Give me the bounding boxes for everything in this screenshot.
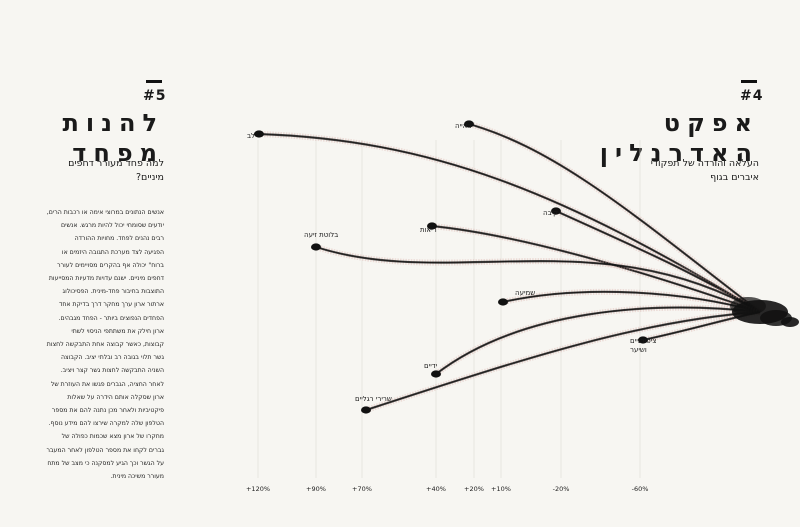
- section5-subtitle: למה פחד מעורר דחפים מיניים?: [4, 157, 164, 185]
- section5-body-line: אנשים הנתונים במרוצי אימה או רכבות הרים,: [46, 209, 164, 216]
- branch-label: בלוטת זיעה: [304, 231, 338, 239]
- section4-subtitle-line2: איברים בגוף: [710, 172, 759, 183]
- branch-label: ציפורניים ושיער: [630, 337, 657, 354]
- section5-body-line: לאחר החציה, הגברים פגשו את העוזרת של: [50, 380, 164, 388]
- section4-title-line2: האדרנלין: [599, 139, 759, 167]
- branch-strand: [464, 120, 762, 315]
- section5-body-line: גשר תלוי בגובה רב ובלתי יציב. הקבוצה: [60, 354, 164, 362]
- section5-body-line: מעורר משיכה מינית.: [110, 473, 164, 481]
- section5-body-line: על הגשר וכך הגיע למסקנה כי מצב של מתח: [47, 459, 164, 467]
- section5-subtitle-line1: למה פחד מעורר דחפים: [68, 158, 164, 169]
- section5-body-line: הפגיעה לצד מערכת התגובה היזמים או: [61, 248, 164, 256]
- section5-body-line: מחקרו של ארון מצא שכמות כפולה של: [61, 433, 164, 441]
- branch-label: שמיעה: [515, 289, 535, 297]
- branch-endpoint: [638, 336, 648, 344]
- branch-strand: [311, 243, 762, 315]
- section5-body-line: ברוח" יכולה אף בהקרים מסויימים לעורר: [57, 261, 164, 269]
- section4-subtitle: העלאה והורדה של תפקודי איברים בגוף: [619, 157, 759, 185]
- axis-tick-label: +120%: [246, 485, 270, 493]
- section5-body-line: הפחדים הנפוצים ביותר - הפחד מגבהים.: [58, 314, 164, 322]
- branch-endpoint: [464, 120, 474, 128]
- section5-body-line: השניה התבקשה לחצות גשר קצר ויציב.: [60, 367, 164, 375]
- branch-endpoint: [551, 207, 561, 215]
- branch-endpoint: [427, 222, 437, 230]
- axis-tick-label: +10%: [491, 485, 511, 493]
- branch-strand: [498, 288, 761, 315]
- section4-title-line1: אפקט: [663, 109, 759, 137]
- section5-body-line: ארון שסקלה אותם הידרה על שאלות: [67, 393, 164, 401]
- section4-title: אפקט האדרנלין: [599, 108, 759, 168]
- section5-rule: [146, 80, 162, 83]
- section5-body-line: ארתור ארון ערך מחקר דרך בדיקת אחד: [58, 301, 164, 309]
- section5-body: אנשים הנתונים במרוצי אימה או רכבות הרים,…: [14, 206, 164, 483]
- section5-title-line1: להנות: [62, 109, 164, 137]
- axis-tick-label: +20%: [464, 485, 484, 493]
- branch-strand: [431, 304, 761, 378]
- section5-body-line: גברים לקחו את מספר הטלפון לאחר המעבר: [46, 446, 164, 454]
- branch-label: ידיים: [424, 362, 438, 370]
- branch-label: ראייה: [455, 122, 471, 130]
- section5-subtitle-line2: מיניים?: [136, 172, 164, 183]
- section4-subtitle-line1: העלאה והורדה של תפקודי: [650, 158, 759, 169]
- axis-tick-label: -20%: [553, 485, 570, 493]
- section5-number: #5: [143, 88, 167, 104]
- branch-strand: [427, 222, 761, 315]
- axis-tick-label: +90%: [306, 485, 326, 493]
- branch-endpoint: [498, 298, 508, 306]
- section5-body-line: יודעים שסומחי יכול להיות מרגש. אנשים: [61, 222, 164, 230]
- branch-endpoint: [431, 370, 441, 378]
- branch-strand: [254, 130, 762, 315]
- section5-body-line: רבים נהנים לפחד. מחויות ההורדה: [74, 235, 164, 243]
- section5-title-line2: מפחד: [72, 139, 164, 167]
- section5-body-line: הטלפון שלה למקרה שירצו להם מידע נוסף.: [48, 420, 164, 428]
- axis-tick-label: +40%: [426, 485, 446, 493]
- branch-strand: [551, 207, 762, 315]
- section5-body-line: דחפים מיניים. ישנם עדויות מדעיות המסייעו…: [48, 275, 164, 283]
- section5-body-line: פיקטיביות ולאחר מכן נתנה להם את מספר: [51, 407, 164, 415]
- branch-endpoint: [311, 243, 321, 251]
- section5-body-line: התוצבות בחיבור פחד-מינית. הפסיכולוג: [62, 288, 164, 296]
- branch-label: שרירי רגליים: [355, 395, 392, 403]
- hub-blob: [730, 297, 799, 327]
- section4-number: #4: [740, 88, 764, 104]
- branch-label: לב: [247, 132, 255, 140]
- axis-tick-label: +70%: [352, 485, 372, 493]
- branch-label: ריאות: [420, 226, 437, 234]
- axis-tick-label: -60%: [632, 485, 649, 493]
- branch-endpoint: [254, 130, 264, 138]
- section5-title: להנות מפחד: [24, 108, 164, 168]
- section5-body-line: קבוצות, כאשר קבוצה אחת התבקשה לחצות: [46, 341, 164, 349]
- branch-label: קיבה: [543, 209, 558, 217]
- branch-endpoint: [361, 406, 371, 414]
- branch-strand: [361, 309, 761, 414]
- section5-body-line: ארון חילק את משתתפי הניסוי לשתי: [71, 327, 164, 335]
- section4-rule: [741, 80, 757, 83]
